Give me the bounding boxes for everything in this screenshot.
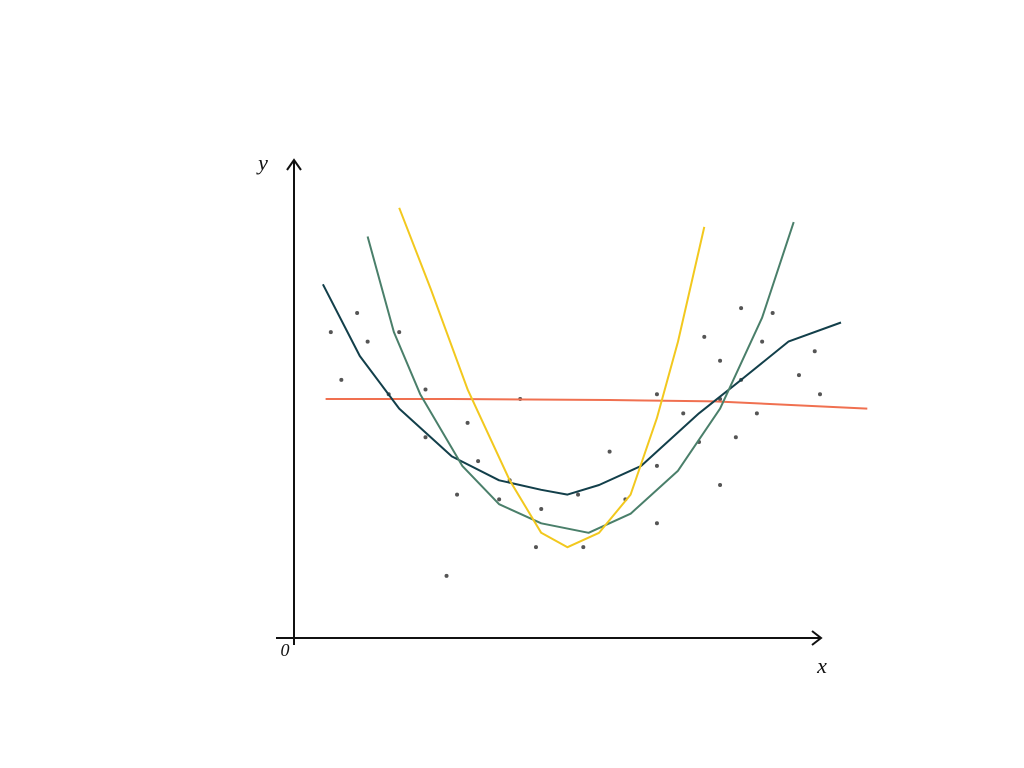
data-point [818,392,822,397]
x-axis-label: x [816,653,827,678]
data-point [581,545,586,550]
x-tick-label: 0 [281,640,290,660]
data-point [718,483,723,488]
data-point [328,330,333,335]
data-point [770,310,775,315]
data-point [702,334,707,339]
data-point [718,358,723,363]
data-point [733,435,738,440]
data-point [796,373,801,378]
data-point [455,492,460,497]
data-point [423,387,428,392]
data-point [654,463,659,468]
fit-curve [366,221,795,534]
data-point [355,310,360,315]
data-point [397,330,402,335]
fit-curve [322,283,842,496]
data-point [739,306,744,311]
data-point [423,435,428,440]
data-point [497,497,502,502]
data-point [681,411,686,416]
data-point [654,521,659,526]
data-point [533,545,538,550]
data-point [339,377,344,382]
data-point [760,339,765,344]
data-point [812,349,817,354]
fit-curve [398,207,706,549]
fit-curve [325,398,868,410]
data-point [539,506,544,511]
x-axis-arrow [811,630,823,646]
data-point [654,392,659,397]
data-point [576,492,581,497]
data-point [365,339,370,344]
data-point [444,573,449,578]
data-point [476,459,481,464]
y-axis-arrow [286,158,302,171]
data-point [465,420,470,425]
y-axis-label: y [256,150,268,175]
data-point [607,449,612,454]
data-point [754,411,759,416]
